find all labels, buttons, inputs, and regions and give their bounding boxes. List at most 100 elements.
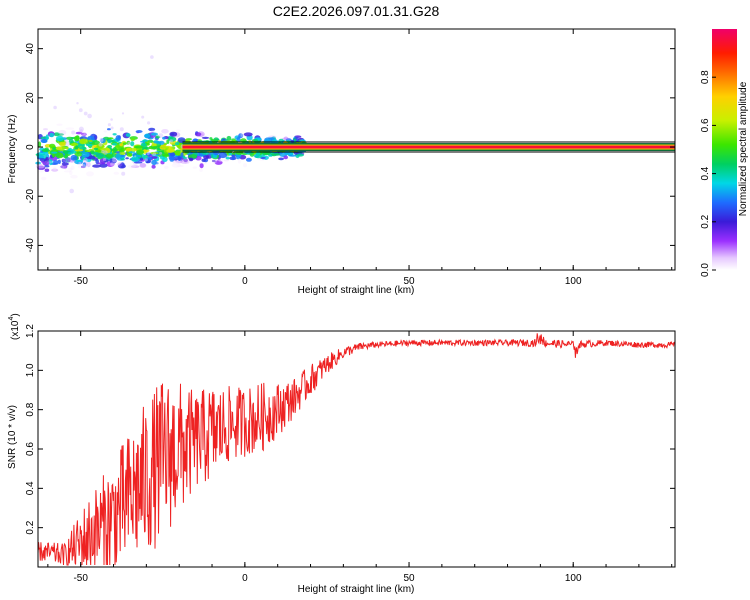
spectrogram-blob <box>139 163 147 169</box>
spectrogram-blob <box>89 150 95 155</box>
spectrogram-blob <box>70 154 78 161</box>
spectrogram-blob <box>36 164 45 169</box>
spectrogram-blob <box>171 163 181 168</box>
spectrogram-blob <box>113 171 120 175</box>
spectrogram-blob <box>126 153 133 157</box>
spectrogram-outlier <box>110 118 113 121</box>
spectrogram-blob <box>118 149 124 153</box>
spectrogram-blob <box>55 146 63 151</box>
spectrogram-outlier <box>78 108 83 113</box>
spectrogram-blob <box>162 136 166 140</box>
spectrogram-outlier <box>98 142 103 147</box>
spectrogram-outlier <box>112 157 117 163</box>
colorbar-tick-label: 0.6 <box>700 118 711 132</box>
snr-multiplier-exp: 4 <box>8 317 15 321</box>
spectrogram-blob <box>210 139 219 142</box>
spectrogram-blob <box>44 147 49 152</box>
spectrogram-blob <box>40 138 48 143</box>
snr-xtick-label: 0 <box>242 573 248 584</box>
spectrogram-blob <box>38 170 44 173</box>
snr-ytick-label: 0.2 <box>25 520 36 534</box>
spectrogram-blob <box>95 152 105 159</box>
spectrogram-blob <box>87 135 95 141</box>
spectrogram-outlier <box>150 55 154 59</box>
colorbar: 0.0 0.2 0.4 0.6 0.8 Normalized spectral ampl… <box>700 29 749 277</box>
spectrogram-blob <box>67 167 73 171</box>
spectrogram-blob <box>44 165 50 168</box>
spectrogram-blob <box>192 166 197 169</box>
spectrogram-blob <box>281 137 291 140</box>
spectrogram-blob <box>169 152 176 157</box>
spectrogram-blob <box>51 151 58 154</box>
colorbar-tick-label: 0.2 <box>700 214 711 228</box>
colorbar-tick-label: 0.8 <box>700 70 711 84</box>
spectrogram-blob <box>278 157 284 161</box>
spectrogram-blob <box>164 165 169 169</box>
spectrogram-blob <box>70 174 78 179</box>
spectrogram-ytick-label: -40 <box>25 238 36 253</box>
snr-xtick-label: -50 <box>73 573 88 584</box>
spectrogram-blob <box>70 165 75 170</box>
spectrogram-blob <box>194 132 202 137</box>
spectrogram-blob <box>144 147 150 150</box>
spectrogram-blob <box>274 153 281 156</box>
spectrogram-blob <box>58 129 67 136</box>
spectrogram-blob <box>60 165 68 169</box>
spectrogram-blob <box>222 138 226 141</box>
spectrogram-blob <box>44 160 52 164</box>
snr-ytick-label: 0.6 <box>25 442 36 456</box>
spectrogram-blob <box>180 158 189 164</box>
spectrogram-outlier <box>134 155 137 158</box>
spectrogram-blob <box>144 133 151 138</box>
spectrogram-blob <box>161 129 169 134</box>
spectrogram-blob <box>88 155 96 160</box>
spectrogram-blob <box>283 155 289 160</box>
spectrogram-blob <box>140 142 147 147</box>
spectrogram-outlier <box>159 151 163 155</box>
spectrogram-blob <box>268 154 273 157</box>
spectrogram-blob <box>130 165 140 169</box>
spectrogram-ytick-label: 20 <box>25 92 36 104</box>
colorbar-gradient <box>712 29 737 270</box>
snr-xtick-label: 100 <box>565 573 582 584</box>
spectrogram-outlier <box>99 137 104 142</box>
snr-ylabel: SNR (10 * v/v) <box>7 405 18 469</box>
snr-panel: -50 0 50 100 0.2 0.4 0.6 0.8 1.0 1.2 Height of st… <box>7 313 676 595</box>
spectrogram-blob <box>243 132 253 137</box>
spectrogram-blob <box>136 149 145 155</box>
spectrogram-outlier <box>121 112 125 115</box>
spectrogram-blob <box>37 141 42 148</box>
spectrogram-blob <box>86 171 94 177</box>
spectrogram-blob <box>151 159 157 166</box>
spectrogram-blob <box>75 131 83 135</box>
snr-xlabel: Height of straight line (km) <box>298 584 415 595</box>
spectrogram-blob <box>120 154 126 157</box>
spectrogram-ytick-label: 40 <box>25 43 36 55</box>
spectrogram-blob <box>218 152 228 159</box>
spectrogram-blob <box>92 164 101 168</box>
spectrogram-blob <box>74 135 80 142</box>
spectrogram-outlier <box>69 188 74 194</box>
spectrogram-blob <box>55 135 64 142</box>
spectrogram-blob <box>122 142 127 145</box>
spectrogram-blob <box>117 162 123 167</box>
spectrogram-xtick-label: 100 <box>565 276 582 287</box>
spectrogram-blob <box>105 153 113 158</box>
spectrogram-blob <box>184 158 190 164</box>
spectrogram-blob <box>36 155 45 159</box>
spectrogram-blob <box>296 153 304 157</box>
spectrogram-blob <box>130 141 135 147</box>
spectrogram-blob <box>214 160 223 165</box>
spectrogram-blob <box>211 159 216 163</box>
spectrogram-blob <box>262 151 271 156</box>
spectrogram-blob <box>93 147 99 151</box>
spectrogram-blob <box>63 165 68 170</box>
spectrogram-frame <box>37 28 676 271</box>
spectrogram-blob <box>66 157 71 163</box>
spectrogram-outlier <box>83 157 88 163</box>
spectrogram-outlier <box>110 126 114 130</box>
spectrogram-blob <box>288 154 297 157</box>
spectrogram-blob <box>254 155 263 159</box>
spectrogram-blob <box>37 165 46 170</box>
spectrogram-blob <box>91 140 101 145</box>
